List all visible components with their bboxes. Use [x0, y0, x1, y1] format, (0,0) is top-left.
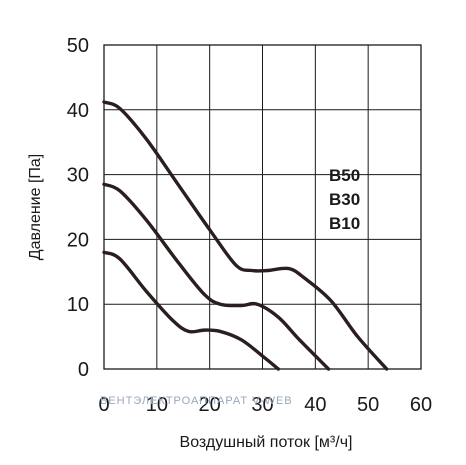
- grid-lines: [103, 44, 422, 370]
- y-tick-labels: 0 10 20 30 40 50: [67, 35, 89, 381]
- watermark: ВЕНТЭЛЕКТРОАППАРАТ V-WEB: [100, 395, 293, 407]
- series-line-b50: [102, 100, 389, 371]
- x-tick-label: 10: [146, 394, 168, 416]
- plot-frame: [103, 44, 422, 370]
- x-tick-label: 40: [304, 394, 326, 416]
- x-tick-label: 60: [410, 394, 432, 416]
- y-tick-label: 50: [67, 35, 89, 57]
- series-lines: [102, 100, 389, 371]
- y-tick-label: 20: [67, 229, 89, 251]
- x-tick-labels: 0 10 20 30 40 50 60: [98, 394, 432, 416]
- series-label-b50: B50: [329, 166, 360, 185]
- x-tick-label: 50: [357, 394, 379, 416]
- series-label-b10: B10: [329, 214, 360, 233]
- x-tick-label: 30: [251, 394, 273, 416]
- series-label-b30: B30: [329, 190, 360, 209]
- x-tick-label: 20: [199, 394, 221, 416]
- y-axis-label: Давление [Па]: [27, 154, 44, 261]
- y-tick-label: 40: [67, 100, 89, 122]
- series-line-b30: [102, 182, 331, 371]
- x-tick-label: 0: [98, 394, 109, 416]
- y-tick-label: 0: [78, 359, 89, 381]
- series-line-b10: [102, 250, 281, 371]
- y-tick-label: 10: [67, 294, 89, 316]
- y-tick-label: 30: [67, 165, 89, 187]
- x-axis-label: Воздушный поток [м³/ч]: [180, 434, 353, 451]
